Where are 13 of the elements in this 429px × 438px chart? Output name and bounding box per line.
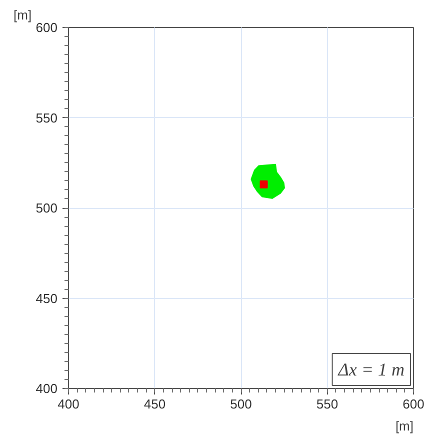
y-tick-label: 550 [36,110,58,126]
annotation: Δx = 1 m [337,360,405,380]
y-tick-label: 500 [36,200,58,216]
x-tick-label: 500 [230,396,252,412]
y-tick-label: 600 [36,20,58,35]
x-tick-label: 450 [144,396,166,412]
x-tick-label: 400 [58,396,80,412]
y-tick-label: 450 [36,290,58,306]
x-axis-title: [m] [395,418,414,434]
x-tick-label: 600 [402,396,424,412]
x-tick-label: 550 [316,396,338,412]
y-axis-title: [m] [14,8,32,22]
y-tick-label: 400 [36,381,58,396]
